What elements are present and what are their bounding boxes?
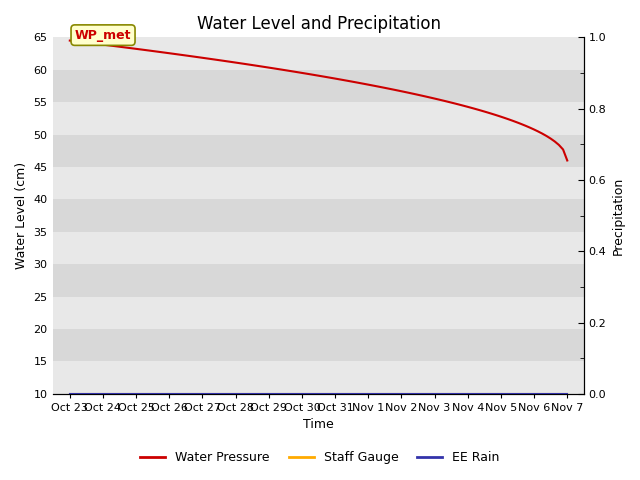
Title: Water Level and Precipitation: Water Level and Precipitation bbox=[196, 15, 440, 33]
Bar bbox=[53, 37, 584, 70]
Y-axis label: Water Level (cm): Water Level (cm) bbox=[15, 162, 28, 269]
Bar bbox=[53, 70, 584, 102]
Bar bbox=[53, 264, 584, 297]
Bar bbox=[53, 134, 584, 167]
Text: WP_met: WP_met bbox=[75, 29, 131, 42]
Bar bbox=[53, 102, 584, 134]
Y-axis label: Precipitation: Precipitation bbox=[612, 177, 625, 255]
Bar bbox=[53, 297, 584, 329]
Bar bbox=[53, 361, 584, 394]
Bar bbox=[53, 199, 584, 232]
Bar bbox=[53, 167, 584, 199]
Bar bbox=[53, 329, 584, 361]
Legend: Water Pressure, Staff Gauge, EE Rain: Water Pressure, Staff Gauge, EE Rain bbox=[136, 446, 504, 469]
X-axis label: Time: Time bbox=[303, 419, 334, 432]
Bar bbox=[53, 232, 584, 264]
